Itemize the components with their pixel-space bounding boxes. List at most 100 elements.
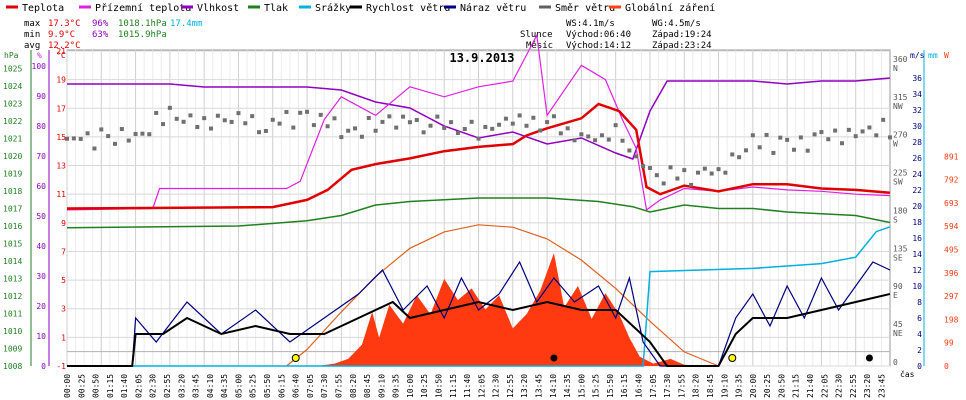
series-wind-direction-point <box>339 135 344 140</box>
tick-pct: 30 <box>36 272 46 281</box>
legend-label: Teplota <box>22 3 64 14</box>
tick-solar: 693 <box>944 199 959 208</box>
tick-time: 05:50 <box>263 374 272 398</box>
series-wind-direction-point <box>826 137 831 142</box>
series-wind-direction-point <box>236 111 241 116</box>
tick-time: 21:15 <box>792 374 801 398</box>
series-temperature <box>66 102 891 210</box>
series-wind-direction-point <box>133 131 138 136</box>
tick-time: 02:30 <box>149 374 158 398</box>
series-wind-direction-point <box>867 125 872 130</box>
series-wind-direction-point <box>174 116 179 121</box>
tick-ms: 10 <box>912 282 922 291</box>
tick-ms: 24 <box>912 170 922 179</box>
series-wind-direction-point <box>757 145 762 150</box>
tick-time: 17:55 <box>677 374 686 398</box>
tick-dir-label: S <box>893 215 898 224</box>
series-wind-direction-point <box>353 126 358 131</box>
sun-rise: Východ:06:40 <box>566 30 631 40</box>
series-wind-direction-point <box>298 110 303 115</box>
sun-marker <box>728 354 737 362</box>
tick-time: 10:50 <box>434 374 443 398</box>
tick-dir: 360 <box>893 55 908 64</box>
tick-time: 11:15 <box>449 374 458 398</box>
tick-pct: 50 <box>36 212 46 221</box>
series-wind-direction-point <box>771 150 776 155</box>
tick-hpa: 1012 <box>3 292 22 301</box>
tick-dir-label: E <box>893 291 898 300</box>
stat-max-label: max <box>24 19 41 29</box>
axes: hPa% °C m/s mm W1008100910101011101210131014… <box>3 47 959 398</box>
tick-time: 05:25 <box>249 374 258 398</box>
series-wind-direction-point <box>215 113 220 118</box>
series-wind-direction-point <box>833 128 838 133</box>
series-wind-direction-point <box>819 130 824 135</box>
series-wind-direction-point <box>195 124 200 129</box>
series-wind-direction-point <box>668 165 673 170</box>
axis-unit-time: čas <box>900 369 915 379</box>
series-wind-direction-point <box>593 138 598 143</box>
legend-label: Srážky <box>315 2 351 14</box>
tick-dir: 135 <box>893 244 908 253</box>
tick-time: 07:55 <box>334 374 343 398</box>
series-ground-temp <box>66 33 891 211</box>
tick-dir: 180 <box>893 206 908 215</box>
series-wind-direction-point <box>702 166 707 171</box>
series-wind-direction-point <box>737 155 742 160</box>
tick-temp: 17 <box>56 104 66 113</box>
tick-pct: 60 <box>36 182 46 191</box>
tick-temp: 9 <box>61 219 66 228</box>
tick-pct: 70 <box>36 152 46 161</box>
stat-min-temp: 9.9°C <box>48 30 75 40</box>
stat-max-hum: 96% <box>92 19 109 29</box>
moon-rise: Východ:14:12 <box>566 41 631 51</box>
tick-ms: 26 <box>912 154 922 163</box>
series-wind-direction-point <box>263 128 268 133</box>
legend-label: Globální záření <box>625 2 715 14</box>
tick-time: 00:00 <box>63 374 72 398</box>
tick-pct: 90 <box>36 92 46 101</box>
series-wind-direction-point <box>510 121 515 126</box>
tick-time: 12:30 <box>492 374 501 398</box>
tick-time: 22:05 <box>820 374 829 398</box>
tick-solar: 792 <box>944 176 959 185</box>
series-wind-direction-point <box>490 126 495 131</box>
tick-solar: 594 <box>944 222 959 231</box>
tick-time: 13:20 <box>520 374 529 398</box>
series-wind-direction-point <box>812 132 817 137</box>
series-wind-direction-point <box>209 126 214 131</box>
series-wind-direction-point <box>517 113 522 118</box>
tick-time: 14:10 <box>549 374 558 398</box>
series-wind-direction-point <box>154 110 159 115</box>
series-wind-direction-point <box>181 119 186 124</box>
series-wind-direction-point <box>846 127 851 132</box>
tick-time: 10:25 <box>420 374 429 398</box>
chart-title: 13.9.2013 <box>449 51 514 65</box>
tick-ms: 22 <box>912 186 922 195</box>
tick-hpa: 1011 <box>3 310 22 319</box>
axis-unit-deg: °C <box>56 51 66 60</box>
series-wind-direction-point <box>620 138 625 143</box>
series-wind-direction-point <box>305 109 310 114</box>
series-wind-direction-point <box>401 114 406 119</box>
legend-label: Rychlost větru <box>366 2 450 14</box>
tick-pct: 0 <box>41 362 46 371</box>
moon-marker <box>550 354 558 362</box>
tick-time: 03:45 <box>192 374 201 398</box>
legend: Teplota Přízemní teplota Vlhkost Tlak Srážky… <box>6 2 715 14</box>
tick-ms: 28 <box>912 138 922 147</box>
axis-unit-hpa: hPa <box>4 51 19 60</box>
tick-time: 02:55 <box>163 374 172 398</box>
legend-label: Náraz větru <box>460 2 526 14</box>
series-humidity <box>67 77 891 160</box>
series-wind-direction-point <box>380 119 385 124</box>
series-solar-theoretical <box>286 224 719 367</box>
tick-time: 10:00 <box>406 374 415 398</box>
series-wind-direction-point <box>65 136 69 141</box>
series-wind-direction-point <box>113 141 118 146</box>
series-wind-direction-point <box>860 129 865 134</box>
tick-time: 15:00 <box>577 374 586 398</box>
tick-temp: 5 <box>61 276 66 285</box>
axis-unit-w: W <box>944 51 949 60</box>
series-wind-direction-point <box>881 117 886 122</box>
